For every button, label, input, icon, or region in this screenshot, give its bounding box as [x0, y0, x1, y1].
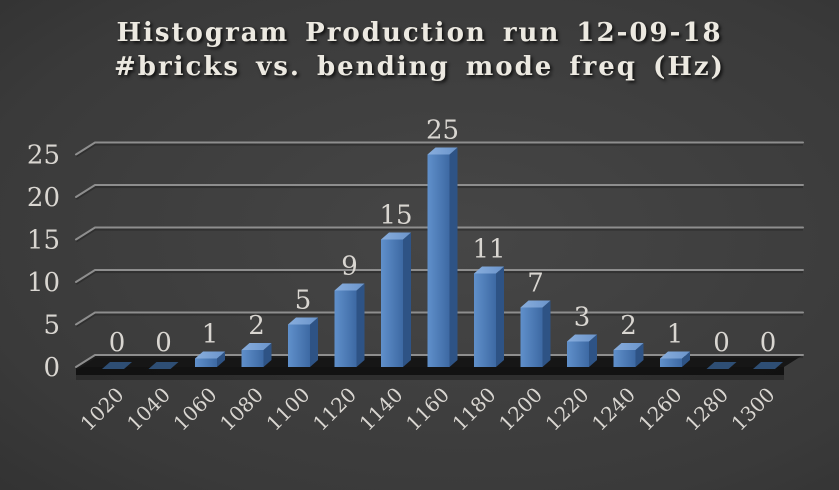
bar-top-face: [241, 343, 272, 350]
gridline: [75, 311, 804, 326]
bar-value-label: 3: [574, 303, 591, 333]
bar-side-face: [310, 317, 318, 367]
bar-side-face: [449, 147, 458, 367]
x-axis-label: 1060: [169, 383, 222, 436]
x-axis-label: 1120: [308, 383, 361, 436]
bar-value-label: 9: [341, 252, 358, 282]
gridline-shadow: [75, 312, 803, 328]
y-axis-label: 15: [27, 226, 60, 256]
bar-front-face: [520, 307, 543, 367]
gridline: [75, 269, 804, 283]
x-axis-label: 1240: [587, 383, 640, 436]
bar-value-label: 11: [472, 235, 505, 265]
bar-front-face: [613, 350, 636, 367]
bar-value-label: 7: [527, 269, 544, 299]
bar-front-face: [381, 239, 403, 367]
bar-value-label: 0: [109, 328, 126, 358]
bar-top-face: [474, 266, 504, 274]
x-axis-label: 1180: [448, 383, 501, 436]
bar-value-label: 25: [426, 116, 459, 146]
chart-title-line1: Histogram Production run 12-09-18: [116, 18, 723, 48]
gridline-shadow: [75, 185, 803, 200]
bar-top-face: [288, 317, 318, 325]
gridline-shadow: [75, 270, 803, 285]
bar-top-face: [195, 351, 225, 359]
floor-front-fade: [76, 375, 784, 380]
bar-front-face: [241, 350, 264, 367]
y-axis-label: 0: [43, 353, 60, 383]
chart-title: Histogram Production run 12-09-18 #brick…: [0, 16, 839, 84]
bar-top-face: [613, 343, 644, 350]
x-axis-label: 1100: [262, 383, 315, 436]
x-axis-label: 1020: [76, 383, 129, 436]
x-axis-label: 1200: [494, 383, 547, 436]
x-axis-label: 1140: [355, 383, 408, 436]
bar-side-face: [589, 334, 597, 367]
bar-top-face: [427, 147, 458, 155]
bar-top-face: [381, 232, 411, 240]
bar-zero-patch: [102, 362, 132, 369]
bar-front-face: [427, 154, 450, 367]
y-axis-label: 10: [27, 268, 60, 298]
bar-zero-patch: [148, 362, 179, 369]
x-axis-label: 1300: [727, 383, 780, 436]
y-axis-label: 25: [27, 141, 60, 171]
floor-front: [76, 367, 784, 375]
bar-side-face: [263, 343, 272, 367]
x-axis-label: 1160: [401, 383, 454, 436]
bar-top-face: [520, 300, 551, 308]
bar-zero-patch: [753, 362, 783, 369]
bar-side-face: [542, 300, 551, 367]
bar-value-label: 2: [620, 311, 637, 341]
gridline: [75, 226, 804, 241]
bar-value-label: 0: [155, 328, 172, 358]
bar-side-face: [403, 232, 411, 367]
gridline: [75, 184, 804, 198]
bar-zero-patch: [706, 362, 737, 369]
y-axis-label: 20: [27, 183, 60, 213]
bar-side-face: [682, 351, 690, 367]
bar-top-face: [334, 283, 365, 291]
bar-value-label: 1: [667, 320, 684, 350]
bar-value-label: 0: [760, 328, 777, 358]
x-axis-label: 1040: [122, 383, 175, 436]
bar-top-face: [660, 351, 690, 359]
chart-title-line2: #bricks vs. bending mode freq (Hz): [114, 52, 725, 82]
gridline: [75, 141, 804, 156]
bar-value-label: 2: [248, 311, 265, 341]
bar-value-label: 15: [379, 201, 412, 231]
bar-front-face: [288, 324, 310, 367]
y-axis-label: 5: [43, 311, 60, 341]
bar-side-face: [217, 351, 225, 367]
bar-side-face: [635, 343, 644, 367]
x-axis-label: 1080: [215, 383, 268, 436]
bar-front-face: [474, 273, 496, 367]
gridline-shadow: [75, 227, 803, 243]
x-axis-label: 1280: [680, 383, 733, 436]
gridline-shadow: [75, 142, 803, 158]
bar-front-face: [567, 341, 589, 367]
bar-value-label: 5: [295, 286, 312, 316]
bar-front-face: [660, 358, 682, 367]
bar-side-face: [356, 283, 365, 367]
bar-front-face: [195, 358, 217, 367]
x-axis-label: 1220: [541, 383, 594, 436]
x-axis-label: 1260: [634, 383, 687, 436]
bar-side-face: [496, 266, 504, 367]
bar-front-face: [334, 290, 357, 367]
bar-top-face: [567, 334, 597, 342]
bar-value-label: 0: [713, 328, 730, 358]
bar-value-label: 1: [202, 320, 219, 350]
